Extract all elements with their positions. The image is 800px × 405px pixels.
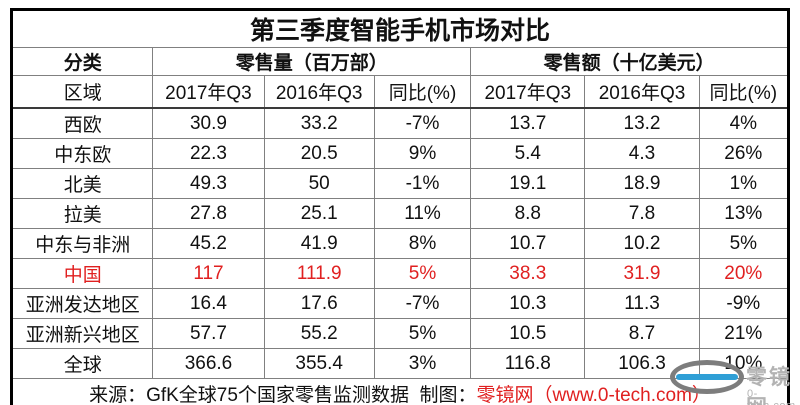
value-cell: 10.5 xyxy=(470,318,586,349)
region-cell: 亚洲发达地区 xyxy=(10,288,154,319)
table-row: 亚洲新兴地区 57.7 55.2 5% 10.5 8.7 21% xyxy=(10,318,790,349)
watermark-site-name: 零镜网 xyxy=(746,366,792,405)
sub-header-row: 区域 2017年Q3 2016年Q3 同比(%) 2017年Q3 2016年Q3… xyxy=(10,75,790,109)
table-body: 西欧 30.9 33.2 -7% 13.7 13.2 4% 中东欧 22.3 20.5 9% 5.4 4… xyxy=(10,107,790,379)
value-cell: 50 xyxy=(263,168,375,199)
lens-logo-icon xyxy=(670,360,744,394)
table-row: 中东欧 22.3 20.5 9% 5.4 4.3 26% xyxy=(10,138,790,169)
value-cell: 16.4 xyxy=(152,288,265,319)
table-row: 中国 117 111.9 5% 38.3 31.9 20% xyxy=(10,258,790,289)
table-row: 北美 49.3 50 -1% 19.1 18.9 1% xyxy=(10,168,790,199)
value-cell: -9% xyxy=(698,288,790,319)
value-cell: 8.7 xyxy=(584,318,700,349)
col-group-retail-volume: 零售量（百万部） xyxy=(152,47,472,76)
group-header-row: 分类 零售量（百万部） 零售额（十亿美元） xyxy=(10,47,789,76)
value-cell: 5% xyxy=(373,258,472,289)
title-row: 第三季度智能手机市场对比 xyxy=(11,9,789,48)
region-cell: 西欧 xyxy=(10,107,154,139)
value-cell: 10.7 xyxy=(470,228,586,259)
value-cell: 31.9 xyxy=(584,258,700,289)
value-cell: -7% xyxy=(373,107,472,139)
value-cell: 27.8 xyxy=(152,198,265,229)
region-cell: 全球 xyxy=(10,348,154,379)
value-cell: 20.5 xyxy=(263,138,375,169)
value-cell: 41.9 xyxy=(263,228,375,259)
footnote-spacer xyxy=(409,385,420,405)
col-header-volume-2017q3: 2017年Q3 xyxy=(152,75,265,109)
table-footnote: 来源：GfK全球75个国家零售监测数据 制图：零镜网（www.0-tech.co… xyxy=(11,378,789,405)
value-cell: 25.1 xyxy=(263,198,375,229)
value-cell: 10.2 xyxy=(584,228,700,259)
col-group-category: 分类 xyxy=(10,47,154,76)
value-cell: 1% xyxy=(698,168,790,199)
value-cell: 13.7 xyxy=(470,107,586,139)
market-comparison-table: 第三季度智能手机市场对比 分类 零售量（百万部） 零售额（十亿美元） 区域 20… xyxy=(10,8,790,405)
col-header-value-yoy: 同比(%) xyxy=(698,75,790,109)
value-cell: 5% xyxy=(698,228,790,259)
region-cell: 中东与非洲 xyxy=(10,228,154,259)
value-cell: 26% xyxy=(698,138,790,169)
value-cell: 8.8 xyxy=(470,198,586,229)
value-cell: 7.8 xyxy=(584,198,700,229)
region-cell: 中东欧 xyxy=(10,138,154,169)
col-header-value-2016q3: 2016年Q3 xyxy=(584,75,700,109)
watermark-domain: 0-tech.com xyxy=(747,388,795,405)
lens-blue-line-icon xyxy=(676,374,738,380)
col-group-retail-value: 零售额（十亿美元） xyxy=(470,47,789,76)
credit-label: 制图： xyxy=(419,384,477,405)
credit-site-link: 零镜网（www.0-tech.com） xyxy=(476,384,711,405)
source-note: 来源：GfK全球75个国家零售监测数据 xyxy=(89,384,409,405)
value-cell: 5.4 xyxy=(470,138,586,169)
value-cell: 4% xyxy=(698,107,790,139)
table-row: 拉美 27.8 25.1 11% 8.8 7.8 13% xyxy=(10,198,790,229)
value-cell: 19.1 xyxy=(470,168,586,199)
value-cell: 55.2 xyxy=(263,318,375,349)
value-cell: 11.3 xyxy=(584,288,700,319)
value-cell: 38.3 xyxy=(470,258,586,289)
value-cell: -7% xyxy=(373,288,472,319)
value-cell: 30.9 xyxy=(152,107,265,139)
value-cell: 13% xyxy=(698,198,790,229)
value-cell: 21% xyxy=(698,318,790,349)
value-cell: 18.9 xyxy=(584,168,700,199)
value-cell: 9% xyxy=(373,138,472,169)
region-cell: 亚洲新兴地区 xyxy=(10,318,154,349)
table-row: 中东与非洲 45.2 41.9 8% 10.7 10.2 5% xyxy=(10,228,790,259)
value-cell: 355.4 xyxy=(263,348,375,379)
value-cell: 10.3 xyxy=(470,288,586,319)
value-cell: 116.8 xyxy=(470,348,586,379)
table-row: 亚洲发达地区 16.4 17.6 -7% 10.3 11.3 -9% xyxy=(10,288,790,319)
value-cell: 117 xyxy=(152,258,265,289)
value-cell: 22.3 xyxy=(152,138,265,169)
value-cell: 45.2 xyxy=(152,228,265,259)
value-cell: 5% xyxy=(373,318,472,349)
region-cell: 北美 xyxy=(10,168,154,199)
value-cell: 33.2 xyxy=(263,107,375,139)
value-cell: 366.6 xyxy=(152,348,265,379)
value-cell: 49.3 xyxy=(152,168,265,199)
value-cell: 8% xyxy=(373,228,472,259)
value-cell: 3% xyxy=(373,348,472,379)
col-header-region: 区域 xyxy=(10,75,154,109)
table-row: 西欧 30.9 33.2 -7% 13.7 13.2 4% xyxy=(10,107,790,139)
table-title: 第三季度智能手机市场对比 xyxy=(11,9,789,48)
footer-row: 来源：GfK全球75个国家零售监测数据 制图：零镜网（www.0-tech.co… xyxy=(11,378,789,405)
region-cell: 中国 xyxy=(10,258,154,289)
col-header-volume-2016q3: 2016年Q3 xyxy=(263,75,375,109)
value-cell: 111.9 xyxy=(263,258,375,289)
value-cell: 4.3 xyxy=(584,138,700,169)
value-cell: 11% xyxy=(373,198,472,229)
col-header-value-2017q3: 2017年Q3 xyxy=(470,75,586,109)
value-cell: -1% xyxy=(373,168,472,199)
value-cell: 13.2 xyxy=(584,107,700,139)
region-cell: 拉美 xyxy=(10,198,154,229)
col-header-volume-yoy: 同比(%) xyxy=(373,75,472,109)
value-cell: 17.6 xyxy=(263,288,375,319)
value-cell: 20% xyxy=(698,258,790,289)
value-cell: 57.7 xyxy=(152,318,265,349)
